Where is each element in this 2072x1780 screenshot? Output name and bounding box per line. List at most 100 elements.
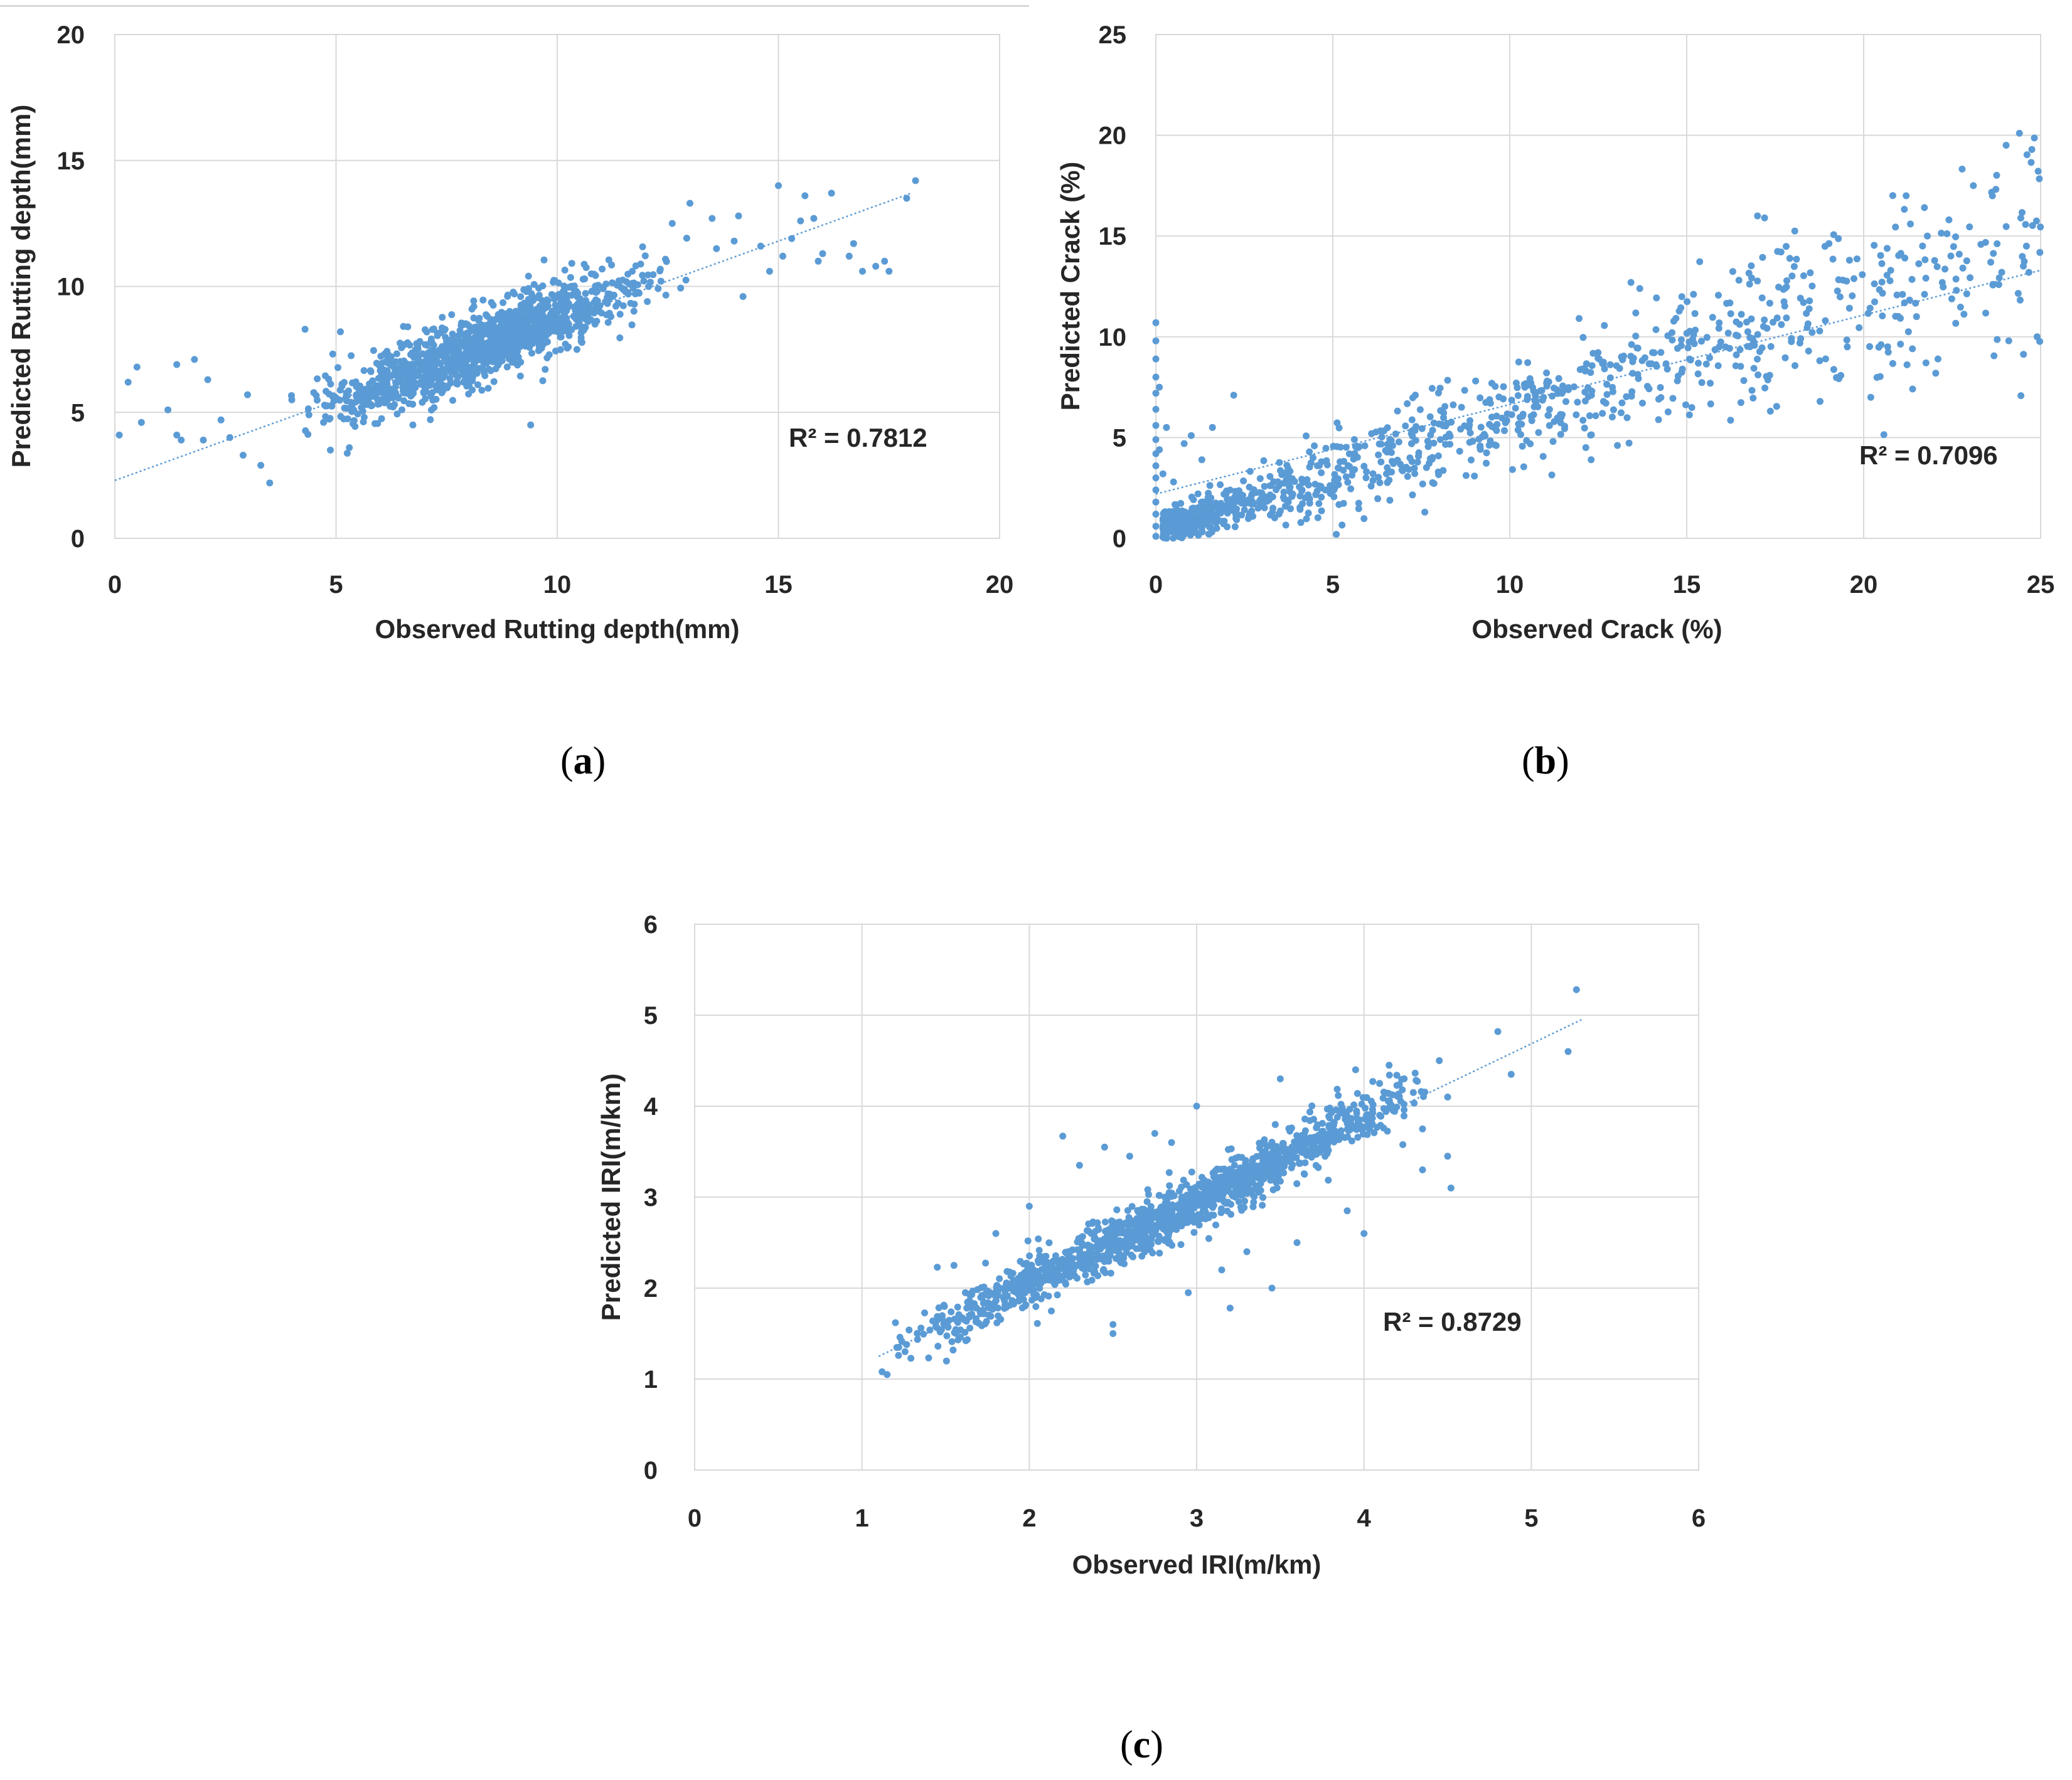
data-point: [1032, 1303, 1040, 1310]
x-tick-label-c: 1: [855, 1505, 869, 1532]
data-point: [1293, 1239, 1301, 1246]
data-point: [410, 354, 417, 361]
data-point: [1288, 1164, 1295, 1171]
data-point: [430, 404, 438, 412]
data-point: [1354, 1090, 1361, 1097]
data-point: [1301, 1159, 1309, 1166]
data-point: [1084, 1278, 1091, 1286]
data-point: [1228, 1156, 1236, 1163]
data-point: [374, 420, 382, 427]
data-point: [1354, 1134, 1362, 1141]
data-point: [949, 1346, 957, 1354]
data-point: [478, 386, 486, 394]
data-point: [1212, 1167, 1219, 1175]
data-point: [987, 1313, 995, 1320]
data-point: [644, 298, 651, 306]
data-point: [1273, 1157, 1280, 1164]
data-point: [627, 299, 634, 307]
x-axis-title-c: Observed IRI(m/km): [1072, 1550, 1322, 1579]
data-point: [1293, 1180, 1301, 1188]
data-point: [594, 287, 601, 295]
data-point: [1180, 1176, 1187, 1184]
data-point: [539, 282, 547, 290]
data-point: [1337, 1101, 1345, 1108]
data-point: [591, 321, 599, 328]
data-point: [895, 1351, 902, 1359]
data-point: [1032, 1294, 1039, 1301]
data-point: [485, 366, 493, 373]
data-point: [1165, 1230, 1173, 1237]
data-point: [348, 352, 355, 360]
data-point: [578, 339, 585, 346]
data-point: [969, 1287, 976, 1295]
data-point: [982, 1291, 990, 1298]
data-point: [1057, 1262, 1064, 1269]
data-point: [639, 243, 646, 250]
data-point: [381, 399, 388, 407]
data-point: [1269, 1186, 1277, 1193]
data-point: [373, 360, 380, 367]
data-points-a: [115, 177, 919, 487]
data-point: [1009, 1269, 1017, 1277]
data-point: [320, 418, 328, 426]
data-point: [1401, 1075, 1408, 1082]
data-point: [1175, 1217, 1183, 1223]
data-point: [977, 1310, 985, 1318]
data-point: [1034, 1257, 1042, 1264]
data-point: [1364, 1112, 1371, 1120]
data-point: [1285, 1125, 1293, 1132]
data-point: [644, 271, 652, 279]
data-point: [341, 379, 348, 386]
data-point: [1380, 1089, 1387, 1096]
data-point: [1235, 1153, 1242, 1161]
data-point: [657, 277, 665, 285]
data-point: [1008, 1297, 1016, 1304]
data-point: [1091, 1235, 1098, 1243]
data-point: [637, 260, 644, 268]
x-tick-label-c: 2: [1022, 1505, 1036, 1532]
data-point: [1111, 1234, 1118, 1241]
data-point: [1033, 1319, 1041, 1327]
data-point: [1063, 1250, 1071, 1257]
data-point: [1052, 1252, 1059, 1259]
data-point: [1333, 1085, 1341, 1093]
data-point: [1161, 1237, 1169, 1244]
data-point: [1161, 1222, 1168, 1229]
x-tick-label-c: 0: [688, 1505, 702, 1532]
data-point: [963, 1304, 971, 1312]
data-point: [547, 316, 554, 323]
data-point: [1249, 1155, 1257, 1163]
data-point: [427, 416, 434, 424]
y-axis-title-a: Predicted Rutting depth(mm): [6, 105, 36, 468]
data-point: [1101, 1143, 1108, 1151]
data-point: [1149, 1227, 1156, 1234]
caption-letter-c: c: [1133, 1724, 1151, 1766]
data-point: [1156, 1249, 1163, 1257]
data-point: [398, 406, 405, 413]
data-point: [961, 1316, 968, 1323]
data-point: [1130, 1217, 1138, 1225]
data-point: [1094, 1224, 1102, 1232]
data-point: [1065, 1272, 1073, 1280]
x-tick-label-a: 5: [329, 571, 343, 599]
data-point: [511, 290, 518, 297]
data-point: [1258, 1150, 1266, 1158]
data-point: [1182, 1219, 1190, 1227]
data-point: [1212, 1221, 1219, 1228]
data-point: [639, 272, 646, 279]
data-point: [1020, 1260, 1027, 1267]
data-point: [617, 284, 625, 291]
data-point: [662, 291, 670, 299]
data-point: [1386, 1062, 1393, 1069]
data-point: [604, 319, 612, 326]
data-point: [1166, 1182, 1173, 1190]
data-point: [1170, 1192, 1178, 1200]
data-point: [1001, 1304, 1008, 1312]
data-point: [1049, 1277, 1057, 1285]
data-point: [1059, 1132, 1067, 1140]
data-point: [1206, 1201, 1214, 1208]
data-point: [1129, 1253, 1136, 1260]
x-tick-label-a: 20: [986, 571, 1014, 599]
data-point: [983, 1318, 990, 1325]
data-point: [914, 1330, 921, 1337]
